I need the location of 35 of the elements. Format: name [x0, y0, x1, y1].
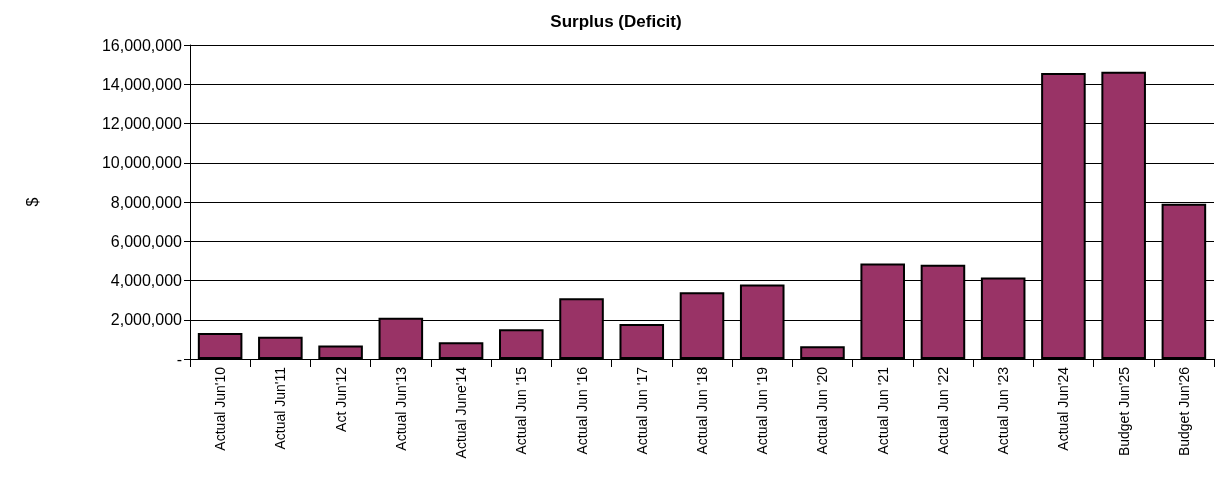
bar [318, 345, 363, 359]
y-tick-label: 2,000,000 [110, 311, 183, 329]
y-tick-label: 16,000,000 [101, 36, 183, 54]
x-tick-label: Act Jun'12 [332, 366, 349, 432]
x-tick-label: Actual Jun '21 [874, 366, 891, 455]
bar [197, 333, 243, 359]
x-tick-label: Actual Jun '22 [934, 366, 951, 455]
bar [499, 329, 544, 359]
x-tick-label: Actual Jun '17 [633, 366, 650, 455]
x-tick-label: Actual Jun'13 [392, 366, 409, 451]
x-tick-label: Actual Jun '16 [573, 366, 590, 455]
y-tick-label: - [176, 350, 182, 368]
y-tick-label: 12,000,000 [101, 115, 183, 132]
x-tick-label: Actual Jun'11 [272, 366, 289, 450]
x-tick-label: Actual Jun'24 [1055, 366, 1072, 451]
x-tick-label: Actual Jun '23 [995, 366, 1012, 455]
chart-title: Surplus (Deficit) [550, 12, 682, 31]
y-axis-title: $ [23, 197, 41, 207]
x-tick-label: Actual Jun '19 [754, 366, 771, 455]
bar [258, 336, 303, 359]
bar [619, 324, 665, 359]
y-tick-label: 10,000,000 [101, 154, 183, 172]
bar [438, 342, 484, 359]
x-tick-label: Actual Jun '20 [814, 366, 831, 455]
y-tick-label: 4,000,000 [110, 272, 183, 289]
bar [800, 346, 845, 359]
y-tick-label: 8,000,000 [110, 193, 183, 211]
x-tick-label: Actual Jun '18 [694, 366, 710, 455]
y-tick-label: 6,000,000 [110, 232, 183, 250]
x-tick-label: Actual June'14 [453, 366, 470, 459]
y-tick-label: 14,000,000 [101, 75, 183, 93]
x-tick-label: Budget Jun'25 [1115, 366, 1132, 457]
x-tick-label: Budget Jun'26 [1175, 366, 1192, 457]
x-tick-label: Actual Jun '15 [513, 366, 530, 455]
x-tick-label: Actual Jun'10 [212, 366, 229, 451]
